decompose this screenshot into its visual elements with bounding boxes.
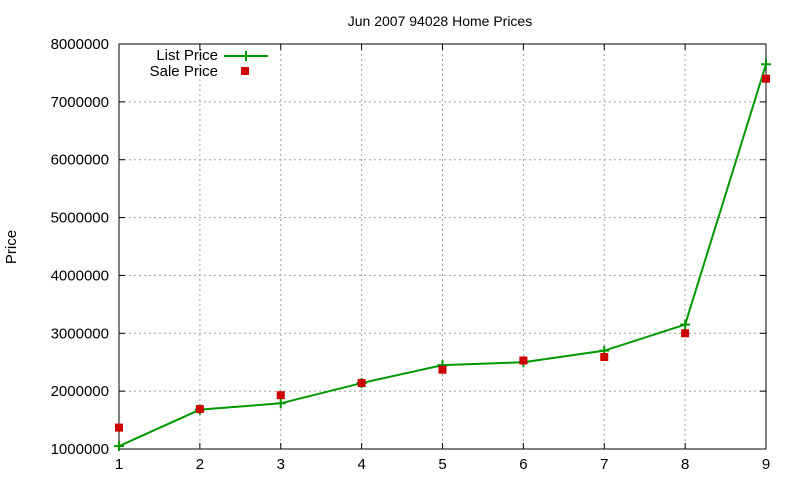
y-tick-label-2000000: 2000000 [51, 383, 109, 400]
legend-label-list-price: List Price [156, 47, 218, 64]
data-series [114, 59, 771, 452]
grid-lines [118, 43, 767, 450]
sale-price-point-8 [681, 329, 690, 338]
y-tick-label-5000000: 5000000 [51, 210, 109, 227]
list-price-point-9 [761, 59, 771, 70]
list-price-point-8 [680, 319, 691, 330]
axis-ticks: 1 2 3 4 5 6 7 8 9 1000000 2000000 3000000 4000000 500… [51, 36, 771, 473]
x-tick-label-1: 1 [115, 456, 123, 473]
sale-price-point-4 [357, 379, 366, 388]
sale-price-point-7 [600, 353, 609, 362]
y-tick-label-4000000: 4000000 [51, 267, 109, 284]
legend-marker-list-price [241, 51, 251, 61]
y-tick-label-8000000: 8000000 [51, 36, 109, 53]
x-tick-label-7: 7 [600, 456, 608, 473]
legend-label-sale-price: Sale Price [150, 63, 218, 80]
sale-price-point-2 [195, 405, 204, 414]
x-tick-label-3: 3 [277, 456, 285, 473]
sale-price-point-1 [115, 423, 123, 432]
sale-price-point-5 [438, 365, 447, 374]
x-tick-label-2: 2 [196, 456, 204, 473]
y-axis-label: Price [3, 230, 20, 264]
y-tick-label-7000000: 7000000 [51, 94, 109, 111]
legend: List Price Sale Price [150, 47, 268, 80]
sale-price-point-3 [276, 391, 285, 400]
list-price-point-3 [275, 398, 286, 409]
chart-title: Jun 2007 94028 Home Prices [348, 13, 532, 29]
sale-price-point-9 [762, 74, 770, 83]
x-tick-label-8: 8 [681, 456, 689, 473]
x-tick-label-6: 6 [519, 456, 527, 473]
y-tick-label-6000000: 6000000 [51, 152, 109, 169]
x-tick-label-4: 4 [357, 456, 365, 473]
sale-price-point-6 [519, 356, 528, 365]
list-price-point-1 [114, 441, 124, 452]
x-tick-label-5: 5 [438, 456, 446, 473]
legend-marker-sale-price [241, 67, 249, 75]
y-tick-label-3000000: 3000000 [51, 325, 109, 342]
x-tick-label-9: 9 [762, 456, 770, 473]
y-tick-label-1000000: 1000000 [51, 441, 109, 458]
